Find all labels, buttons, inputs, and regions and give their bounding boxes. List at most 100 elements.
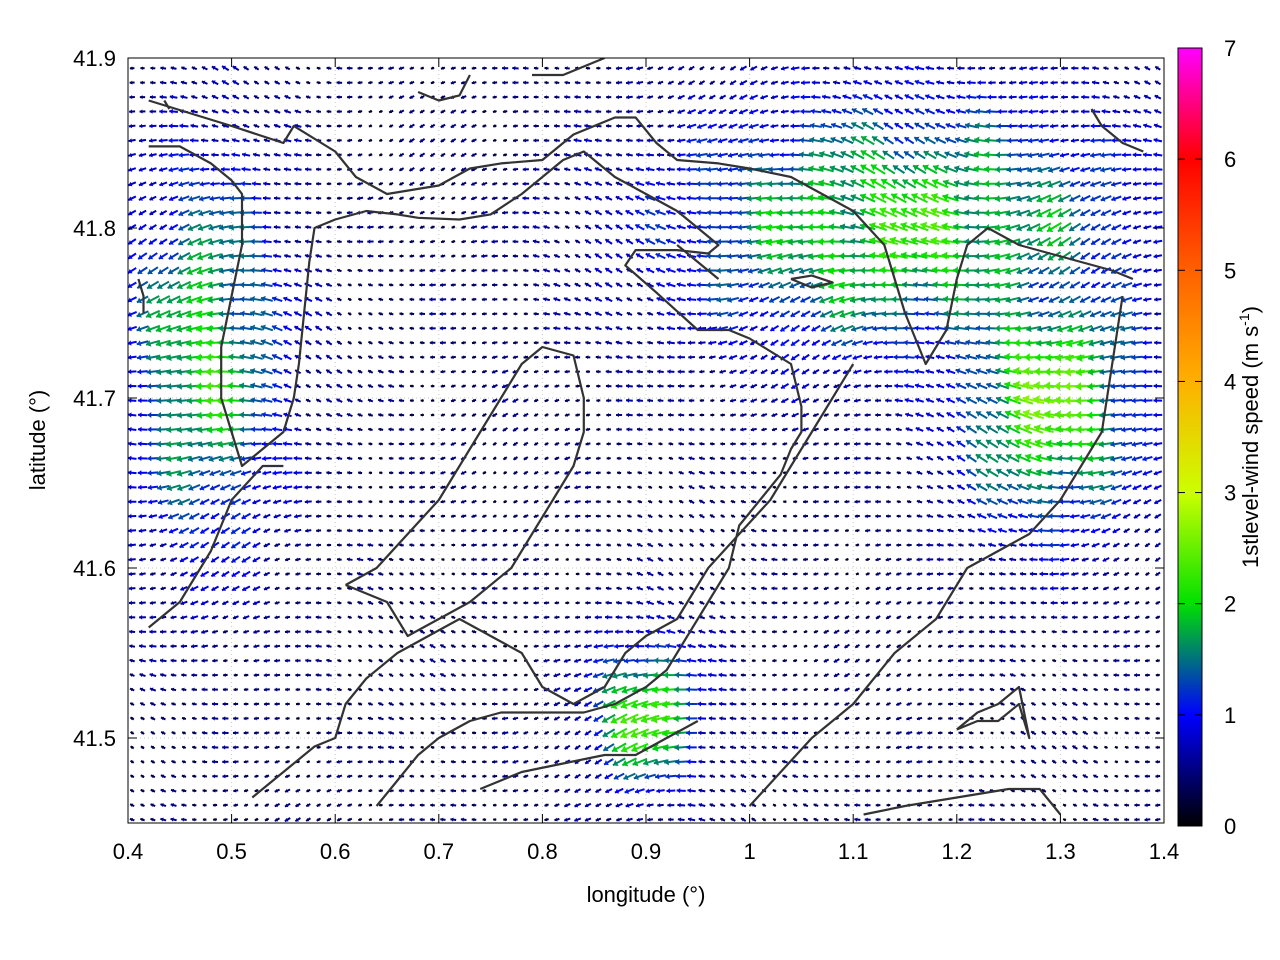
- wind-vector: [222, 716, 229, 721]
- wind-vector: [296, 716, 300, 721]
- wind-vector: [197, 252, 213, 261]
- wind-vector: [502, 557, 508, 562]
- wind-vector: [938, 759, 943, 764]
- wind-vector: [1031, 629, 1036, 634]
- wind-vector: [512, 730, 519, 735]
- wind-vector: [625, 383, 633, 389]
- wind-vector: [166, 484, 181, 492]
- wind-vector: [740, 716, 747, 721]
- wind-vector: [656, 340, 665, 345]
- wind-vector: [1012, 380, 1034, 390]
- wind-vector: [260, 339, 274, 346]
- wind-vector: [513, 630, 518, 634]
- wind-vector: [398, 123, 405, 129]
- wind-vector: [709, 600, 716, 605]
- wind-vector: [947, 600, 954, 605]
- wind-vector: [646, 586, 654, 591]
- wind-vector: [513, 470, 518, 475]
- wind-vector: [574, 210, 581, 215]
- wind-vector: [729, 644, 737, 649]
- wind-vector: [978, 542, 986, 548]
- wind-vector: [187, 223, 202, 232]
- wind-vector: [398, 514, 405, 519]
- wind-vector: [697, 701, 707, 707]
- wind-vector: [315, 456, 322, 461]
- wind-vector: [209, 469, 221, 477]
- wind-vector: [523, 644, 528, 648]
- wind-vector: [388, 196, 394, 200]
- wind-vector: [948, 730, 953, 735]
- wind-vector: [176, 295, 192, 304]
- wind-vector: [1155, 817, 1161, 822]
- wind-vector: [1082, 716, 1089, 721]
- wind-vector: [751, 716, 757, 721]
- wind-vector: [1041, 687, 1046, 692]
- wind-vector: [168, 152, 179, 158]
- wind-vector: [544, 413, 549, 417]
- wind-vector: [656, 296, 665, 302]
- wind-vector: [823, 413, 829, 417]
- wind-vector: [430, 731, 435, 735]
- wind-vector: [1051, 629, 1057, 634]
- wind-vector: [388, 369, 395, 374]
- wind-vector: [129, 788, 135, 793]
- wind-vector: [250, 252, 263, 260]
- wind-vector: [170, 817, 177, 822]
- wind-vector: [1090, 223, 1101, 231]
- wind-vector: [544, 109, 549, 114]
- wind-vector: [737, 224, 750, 231]
- wind-vector: [708, 629, 717, 634]
- wind-vector: [294, 253, 302, 259]
- wind-vector: [696, 296, 708, 303]
- wind-vector: [760, 571, 768, 577]
- wind-vector: [305, 369, 312, 374]
- wind-vector: [801, 368, 810, 375]
- wind-vector: [305, 629, 312, 634]
- wind-vector: [140, 731, 145, 735]
- wind-vector: [503, 644, 507, 648]
- wind-vector: [304, 152, 312, 158]
- wind-vector: [823, 456, 829, 461]
- wind-vector: [975, 396, 988, 405]
- wind-vector: [772, 629, 777, 634]
- wind-vector: [923, 296, 936, 303]
- wind-vector: [585, 369, 591, 374]
- wind-vector: [604, 252, 613, 260]
- wind-vector: [471, 384, 477, 388]
- wind-vector: [655, 180, 666, 187]
- wind-vector: [948, 745, 953, 750]
- wind-vector: [1069, 194, 1081, 202]
- wind-vector: [860, 135, 875, 146]
- wind-vector: [1071, 600, 1079, 606]
- wind-vector: [585, 528, 591, 533]
- wind-vector: [482, 687, 487, 692]
- wind-vector: [1070, 528, 1080, 534]
- wind-vector: [251, 441, 262, 447]
- wind-vector: [627, 499, 632, 504]
- wind-vector: [1121, 412, 1133, 419]
- wind-vector: [128, 586, 136, 591]
- wind-vector: [263, 701, 270, 707]
- wind-vector: [491, 369, 498, 374]
- wind-vector: [187, 441, 202, 448]
- wind-vector: [620, 742, 639, 753]
- wind-vector: [610, 713, 628, 724]
- wind-vector: [902, 164, 916, 174]
- wind-vector: [222, 803, 228, 808]
- wind-vector: [128, 123, 136, 129]
- wind-vector: [622, 672, 637, 679]
- wind-vector: [368, 803, 373, 807]
- wind-vector: [533, 340, 539, 345]
- wind-vector: [845, 543, 849, 547]
- wind-vector: [471, 745, 477, 750]
- wind-vector: [740, 817, 747, 822]
- wind-vector: [1017, 137, 1029, 144]
- wind-vector: [968, 673, 974, 678]
- wind-vector: [965, 454, 977, 463]
- wind-vector: [653, 759, 668, 766]
- wind-vector: [709, 514, 716, 519]
- wind-vector: [347, 297, 352, 302]
- wind-vector: [1144, 788, 1151, 793]
- wind-vector: [460, 499, 467, 504]
- wind-vector: [975, 325, 988, 332]
